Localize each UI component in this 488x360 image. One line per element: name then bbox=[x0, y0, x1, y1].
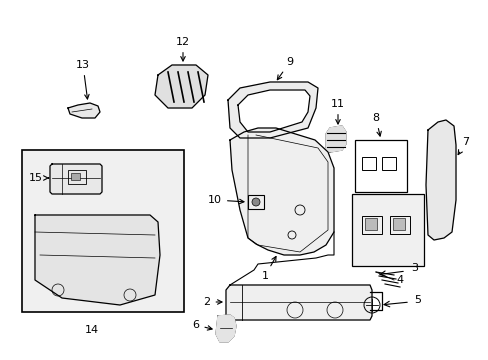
Text: 11: 11 bbox=[330, 99, 345, 124]
Text: 1: 1 bbox=[261, 256, 275, 281]
Polygon shape bbox=[50, 164, 102, 194]
Polygon shape bbox=[35, 215, 160, 305]
Polygon shape bbox=[238, 90, 309, 132]
FancyBboxPatch shape bbox=[71, 173, 80, 180]
Text: 14: 14 bbox=[85, 325, 99, 335]
Circle shape bbox=[251, 198, 260, 206]
FancyBboxPatch shape bbox=[351, 194, 423, 266]
Polygon shape bbox=[425, 120, 455, 240]
Polygon shape bbox=[325, 126, 346, 152]
Polygon shape bbox=[227, 82, 317, 138]
Polygon shape bbox=[229, 128, 333, 255]
Text: 8: 8 bbox=[372, 113, 381, 136]
Text: 4: 4 bbox=[396, 275, 403, 285]
Text: 13: 13 bbox=[76, 60, 90, 99]
Text: 7: 7 bbox=[457, 137, 468, 154]
Polygon shape bbox=[216, 315, 236, 342]
FancyBboxPatch shape bbox=[22, 150, 183, 312]
FancyBboxPatch shape bbox=[392, 218, 404, 230]
Text: 10: 10 bbox=[207, 195, 244, 205]
Text: 3: 3 bbox=[411, 263, 418, 273]
Text: 15: 15 bbox=[29, 173, 48, 183]
Text: 12: 12 bbox=[176, 37, 190, 61]
Text: 2: 2 bbox=[203, 297, 222, 307]
FancyBboxPatch shape bbox=[364, 218, 376, 230]
Text: 5: 5 bbox=[414, 295, 421, 305]
Polygon shape bbox=[68, 103, 100, 118]
Polygon shape bbox=[225, 285, 371, 320]
Polygon shape bbox=[155, 65, 207, 108]
Text: 6: 6 bbox=[192, 320, 212, 330]
Text: 9: 9 bbox=[277, 57, 293, 80]
